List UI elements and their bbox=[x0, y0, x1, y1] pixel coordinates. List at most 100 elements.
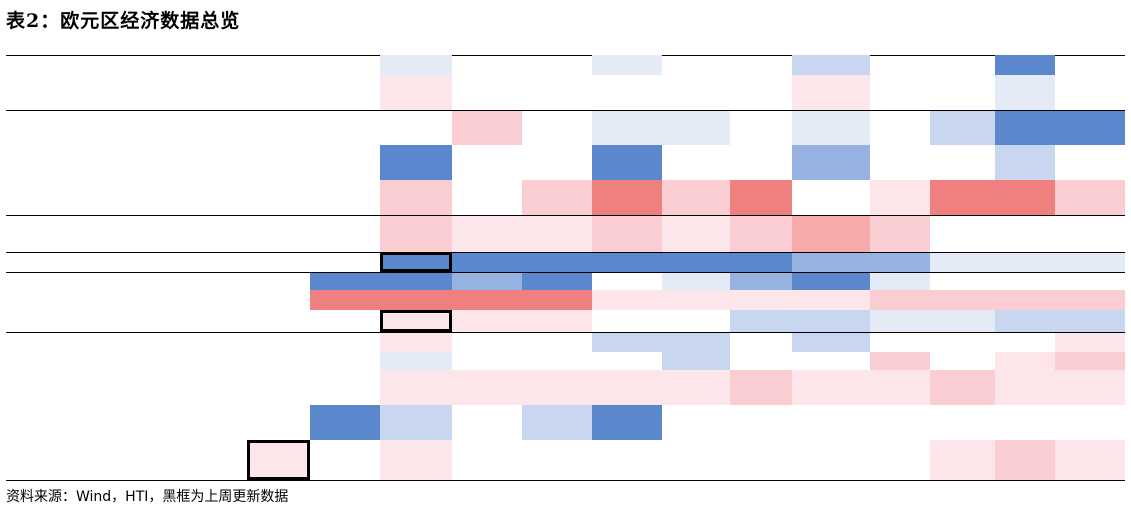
data-cell bbox=[1055, 332, 1125, 352]
data-cell bbox=[592, 290, 662, 310]
data-cell bbox=[730, 180, 792, 215]
data-cell bbox=[792, 145, 870, 180]
data-cell bbox=[380, 332, 452, 352]
data-cell bbox=[522, 290, 592, 310]
data-cell bbox=[730, 252, 792, 272]
data-cell bbox=[792, 352, 870, 370]
data-cell bbox=[592, 370, 662, 405]
data-cell bbox=[995, 272, 1055, 290]
data-cell bbox=[870, 352, 930, 370]
data-cell bbox=[310, 370, 380, 405]
indicator-name bbox=[80, 145, 168, 180]
group-rule bbox=[6, 215, 1125, 216]
data-cell bbox=[870, 110, 930, 145]
data-cell bbox=[930, 215, 995, 252]
data-cell bbox=[870, 440, 930, 480]
data-cell bbox=[995, 55, 1055, 75]
unit-label bbox=[170, 55, 245, 75]
data-cell bbox=[1055, 310, 1125, 332]
data-cell bbox=[662, 332, 730, 352]
header-period bbox=[380, 35, 452, 55]
data-cell bbox=[870, 252, 930, 272]
indicator-name bbox=[80, 440, 168, 480]
data-cell bbox=[870, 405, 930, 440]
group-rule bbox=[6, 272, 1125, 273]
data-cell bbox=[662, 215, 730, 252]
data-cell bbox=[380, 405, 452, 440]
indicator-name bbox=[80, 252, 168, 272]
data-cell bbox=[592, 215, 662, 252]
header-rule bbox=[6, 55, 1125, 56]
data-cell bbox=[930, 332, 995, 352]
page-title: 表2：欧元区经济数据总览 bbox=[6, 10, 241, 32]
header-period bbox=[452, 35, 522, 55]
data-cell bbox=[662, 310, 730, 332]
header-period bbox=[310, 35, 380, 55]
data-cell bbox=[930, 352, 995, 370]
header-period bbox=[730, 35, 792, 55]
header-period bbox=[995, 35, 1055, 55]
data-cell bbox=[730, 440, 792, 480]
data-cell bbox=[792, 272, 870, 290]
group-name bbox=[6, 332, 78, 480]
data-cell bbox=[522, 440, 592, 480]
group-rule bbox=[6, 252, 1125, 253]
data-cell bbox=[662, 440, 730, 480]
data-cell bbox=[792, 75, 870, 110]
data-cell bbox=[380, 290, 452, 310]
data-cell bbox=[730, 215, 792, 252]
data-cell bbox=[995, 215, 1055, 252]
data-cell bbox=[662, 110, 730, 145]
data-cell bbox=[452, 290, 522, 310]
data-cell bbox=[380, 440, 452, 480]
data-cell bbox=[792, 310, 870, 332]
data-cell bbox=[1055, 405, 1125, 440]
header-period bbox=[522, 35, 592, 55]
data-cell bbox=[995, 332, 1055, 352]
data-cell bbox=[592, 180, 662, 215]
indicator-name bbox=[80, 310, 168, 332]
data-cell bbox=[995, 310, 1055, 332]
header-indicator bbox=[80, 35, 140, 55]
data-cell bbox=[995, 352, 1055, 370]
data-cell bbox=[592, 332, 662, 352]
data-cell bbox=[930, 310, 995, 332]
data-cell bbox=[592, 110, 662, 145]
data-cell bbox=[1055, 352, 1125, 370]
data-cell bbox=[522, 332, 592, 352]
group-name bbox=[6, 110, 78, 215]
data-cell bbox=[1055, 370, 1125, 405]
data-cell bbox=[592, 440, 662, 480]
data-cell bbox=[310, 440, 380, 480]
data-cell bbox=[730, 290, 792, 310]
data-cell bbox=[792, 180, 870, 215]
data-cell bbox=[792, 252, 870, 272]
data-cell bbox=[662, 290, 730, 310]
header-period bbox=[247, 35, 310, 55]
header-period bbox=[870, 35, 930, 55]
data-cell bbox=[592, 272, 662, 290]
data-cell bbox=[592, 252, 662, 272]
indicator-name bbox=[80, 370, 168, 405]
data-cell bbox=[870, 290, 930, 310]
header-unit bbox=[170, 35, 230, 55]
indicator-name bbox=[80, 180, 168, 215]
data-cell bbox=[930, 180, 995, 215]
data-cell bbox=[452, 352, 522, 370]
data-cell bbox=[522, 310, 592, 332]
unit-label bbox=[170, 290, 245, 310]
data-cell bbox=[380, 352, 452, 370]
data-cell bbox=[592, 145, 662, 180]
indicator-name bbox=[80, 215, 168, 252]
data-cell bbox=[522, 180, 592, 215]
data-cell bbox=[662, 352, 730, 370]
data-cell bbox=[870, 370, 930, 405]
data-cell bbox=[1055, 110, 1125, 145]
data-cell bbox=[522, 252, 592, 272]
data-cell bbox=[380, 272, 452, 290]
data-cell bbox=[452, 332, 522, 352]
data-cell bbox=[995, 75, 1055, 110]
data-cell bbox=[730, 370, 792, 405]
data-cell bbox=[930, 272, 995, 290]
indicator-name bbox=[80, 75, 168, 110]
